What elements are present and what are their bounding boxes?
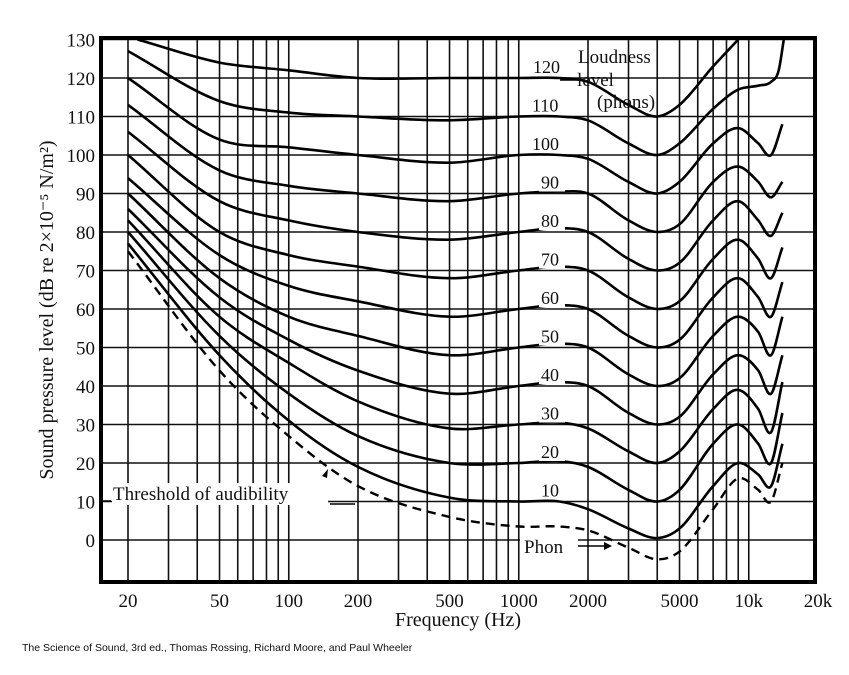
loudness-curve-110-phon bbox=[127, 39, 786, 157]
y-tick-label: 90 bbox=[76, 185, 95, 206]
threshold-label: Threshold of audibility bbox=[113, 484, 289, 505]
curve-label-30: 30 bbox=[541, 404, 559, 424]
x-tick-label: 20k bbox=[804, 591, 833, 612]
curve-label-bg bbox=[539, 249, 565, 269]
curve-label-100: 100 bbox=[532, 134, 559, 154]
curve-label-120: 120 bbox=[533, 57, 560, 77]
x-tick-label: 50 bbox=[210, 591, 229, 612]
curve-label-bg bbox=[539, 480, 565, 500]
loudness-curve-120-phon bbox=[137, 38, 740, 118]
loudness-curve-30-phon bbox=[127, 219, 784, 465]
loudness-curve-60-phon bbox=[127, 177, 784, 349]
loudness-curve-50-phon bbox=[127, 192, 784, 388]
curve-label-bg bbox=[530, 95, 566, 115]
curve-label-bg bbox=[539, 442, 565, 461]
phon-label: Phon bbox=[524, 537, 564, 558]
curve-label-90: 90 bbox=[541, 173, 559, 193]
y-tick-label: 100 bbox=[67, 146, 96, 167]
x-tick-label: 100 bbox=[275, 591, 304, 612]
curve-label-40: 40 bbox=[541, 365, 559, 385]
x-tick-label: 200 bbox=[344, 591, 373, 612]
curve-label-110: 110 bbox=[532, 96, 558, 116]
curve-label-bg bbox=[539, 365, 565, 384]
threshold-label-bg bbox=[112, 483, 328, 505]
threshold-arrow bbox=[322, 469, 328, 478]
curve-label-80: 80 bbox=[541, 211, 559, 231]
x-tick-label: 5000 bbox=[661, 591, 699, 612]
y-tick-label: 120 bbox=[67, 69, 96, 90]
legend-title-line-1: Loudness bbox=[578, 47, 651, 68]
x-tick-label: 500 bbox=[435, 591, 464, 612]
curve-label-bg bbox=[539, 326, 565, 346]
phon-label-bg bbox=[520, 535, 578, 557]
y-tick-label: 20 bbox=[76, 454, 95, 475]
y-tick-label: 50 bbox=[76, 339, 95, 360]
x-tick-label: 20 bbox=[119, 591, 138, 612]
x-tick-label: 10k bbox=[735, 591, 764, 612]
curve-label-bg bbox=[530, 134, 566, 153]
plot-frame bbox=[99, 36, 817, 584]
y-tick-label: 40 bbox=[76, 377, 95, 398]
curves bbox=[126, 38, 786, 561]
legend-title-line-2: level bbox=[577, 70, 614, 91]
y-tick-labels: 0 10 20 30 40 50 60 70 80 90 100 110 120 130 bbox=[67, 31, 96, 553]
loudness-curve-20-phon bbox=[127, 231, 784, 503]
loudness-curve-100-phon bbox=[127, 76, 784, 195]
loudness-curve-40-phon bbox=[127, 207, 784, 426]
curve-label-bg bbox=[539, 211, 565, 230]
curve-label-bg bbox=[531, 57, 567, 76]
x-tick-label: 2000 bbox=[569, 591, 607, 612]
phon-arrow bbox=[604, 542, 612, 550]
y-tick-label: 130 bbox=[67, 31, 96, 52]
loudness-curve-80-phon bbox=[127, 130, 784, 272]
y-tick-label: 30 bbox=[76, 416, 95, 437]
y-axis-title: Sound pressure level (dB re 2×10⁻⁵ N/m²) bbox=[36, 140, 58, 479]
curve-label-70: 70 bbox=[541, 250, 559, 270]
y-tick-label: 0 bbox=[86, 531, 96, 552]
y-tick-label: 70 bbox=[76, 262, 95, 283]
curve-label-60: 60 bbox=[541, 288, 559, 308]
loudness-curve-10-phon bbox=[126, 242, 784, 540]
y-tick-label: 110 bbox=[67, 108, 95, 129]
loudness-curve-90-phon bbox=[127, 103, 784, 234]
y-tick-label: 10 bbox=[76, 493, 95, 514]
loudness-curve-70-phon bbox=[127, 154, 784, 311]
x-tick-label: 1000 bbox=[500, 591, 538, 612]
x-axis-title: Frequency (Hz) bbox=[395, 609, 521, 631]
legend-title-line-3: (phons) bbox=[597, 92, 655, 113]
y-tick-label: 80 bbox=[76, 223, 95, 244]
y-tick-label: 60 bbox=[76, 300, 95, 321]
curve-label-50: 50 bbox=[541, 327, 559, 347]
curve-label-bg bbox=[539, 172, 565, 192]
curve-label-bg bbox=[539, 288, 565, 307]
curve-labels: 120 110 100 90 80 70 60 50 40 30 20 10 bbox=[530, 57, 567, 501]
threshold-curve bbox=[127, 250, 784, 561]
source-caption: The Science of Sound, 3rd ed., Thomas Ro… bbox=[22, 642, 413, 654]
curve-label-20: 20 bbox=[541, 442, 559, 462]
curve-label-10: 10 bbox=[541, 481, 559, 501]
curve-label-bg bbox=[539, 403, 565, 423]
x-tick-labels: 20 50 100 200 500 1000 2000 5000 10k 20k bbox=[119, 591, 833, 612]
